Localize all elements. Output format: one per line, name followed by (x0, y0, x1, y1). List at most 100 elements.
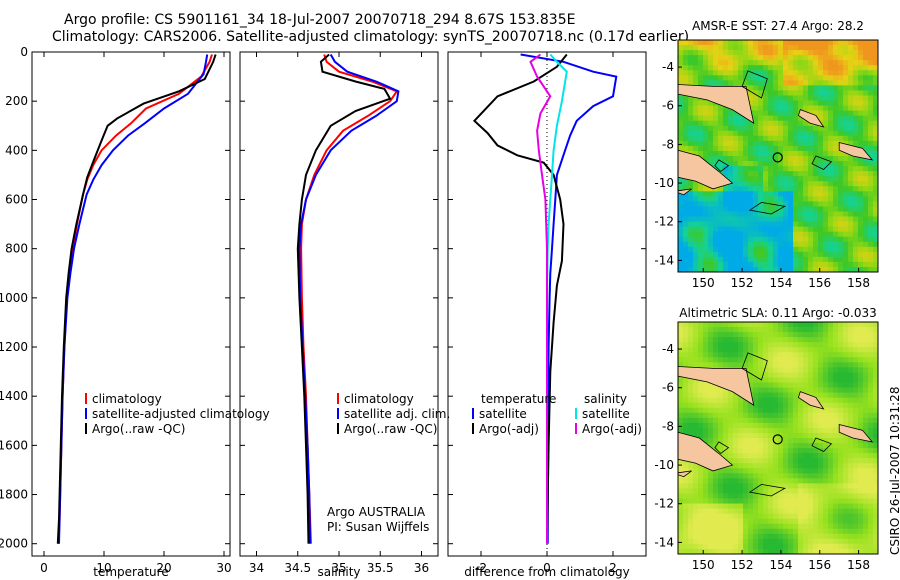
sst-map-cell (828, 266, 834, 273)
sla-map-cell (753, 518, 759, 525)
sst-map-cell (808, 135, 814, 142)
sst-map-cell (853, 181, 859, 187)
sla-map-cell (698, 347, 704, 353)
sla-map-cell (723, 397, 729, 404)
sst-map-cell (758, 45, 764, 51)
sst-map-cell (703, 60, 709, 66)
sst-map-cell (708, 251, 714, 258)
sla-map-cell (728, 503, 734, 510)
sla-map-cell (828, 392, 834, 399)
depth-tick-label: 0 (20, 45, 28, 59)
sla-map-cell (798, 327, 804, 333)
sla-map-cell (798, 503, 804, 510)
sst-map-cell (808, 251, 814, 258)
sst-map-cell (723, 65, 729, 71)
sla-map-cell (828, 518, 834, 525)
sst-map-cell (798, 201, 804, 207)
sst-map-cell (853, 45, 859, 51)
sst-map-cell (823, 211, 829, 217)
sst-map-cell (798, 196, 804, 202)
sla-map-cell (698, 528, 704, 535)
sst-map-cell (698, 201, 704, 207)
sst-map-cell (788, 40, 794, 46)
sst-map-cell (843, 60, 849, 66)
sst-map-cell (683, 60, 689, 66)
sst-map-cell (803, 201, 809, 207)
sla-map-cell (843, 402, 849, 409)
sla-map-cell (823, 387, 829, 394)
sla-map-cell (778, 327, 784, 333)
sst-map-cell (833, 196, 839, 202)
sst-map-cell (858, 231, 864, 238)
sla-map-cell (798, 322, 804, 328)
sst-map-cell (803, 70, 809, 76)
sst-map-cell (723, 166, 729, 172)
sst-map-cell (683, 50, 689, 56)
sla-map-cell (793, 412, 799, 419)
sla-map-cell (848, 367, 854, 373)
sst-map-cell (703, 211, 709, 217)
sla-map-cell (713, 347, 719, 353)
sla-map-cell (788, 518, 794, 525)
sla-map-cell (793, 448, 799, 454)
sst-map-cell (823, 90, 829, 96)
sla-map-cell (733, 438, 739, 444)
sla-map-cell (858, 438, 864, 444)
sla-map-cell (683, 422, 689, 429)
sla-map-cell (693, 362, 699, 368)
sst-map-cell (688, 60, 694, 66)
sla-map-cell (753, 458, 759, 464)
sst-map-cell (783, 40, 789, 46)
sst-map-cell (753, 65, 759, 71)
sla-map-cell (828, 337, 834, 343)
sla-map-cell (688, 478, 694, 484)
sla-map-cell (733, 448, 739, 454)
sst-map-cell (848, 216, 854, 222)
sla-map-cell (788, 372, 794, 378)
sst-map-cell (848, 221, 854, 228)
sla-map-cell (728, 458, 734, 464)
sla-map-cell (728, 483, 734, 489)
sla-map-cell (813, 427, 819, 434)
sst-map-cell (723, 261, 729, 268)
sla-map-cell (773, 448, 779, 454)
sst-map-cell (703, 266, 709, 273)
sla-map-cell (703, 432, 709, 439)
temp-xtick-label: 10 (96, 561, 111, 575)
sla-map-cell (768, 518, 774, 525)
sst-map-cell (688, 110, 694, 117)
sla-map-cell (813, 483, 819, 489)
sst-map-cell (678, 80, 684, 86)
sla-map-cell (778, 387, 784, 394)
sst-map-cell (708, 206, 714, 212)
sla-map-cell (748, 533, 754, 540)
sla-map-cell (773, 523, 779, 530)
sla-map-cell (708, 468, 714, 474)
sst-map-cell (858, 221, 864, 228)
sla-map-cell (823, 513, 829, 520)
sst-map-cell (783, 95, 789, 101)
sst-map-cell (733, 130, 739, 137)
sla-map-cell (693, 488, 699, 494)
sla-map-cell (868, 513, 874, 520)
sst-map-cell (748, 186, 754, 192)
sst-map-cell (748, 95, 754, 101)
sst-map-cell (738, 145, 744, 152)
sst-map-cell (723, 70, 729, 76)
sst-map-cell (758, 95, 764, 101)
sst-map-cell (843, 261, 849, 268)
sla-map-cell (833, 347, 839, 353)
sst-map-cell (683, 100, 689, 106)
sst-map-cell (783, 246, 789, 253)
sst-map-cell (738, 80, 744, 86)
sla-map-cell (683, 392, 689, 399)
sst-map-cell (848, 135, 854, 142)
sla-map-cell (738, 483, 744, 489)
sst-map-cell (833, 216, 839, 222)
sla-map-cell (708, 362, 714, 368)
sst-map-cell (853, 251, 859, 258)
sla-map-cell (768, 427, 774, 434)
sst-map-cell (743, 266, 749, 273)
sst-map-cell (748, 181, 754, 187)
sst-map-cell (838, 196, 844, 202)
